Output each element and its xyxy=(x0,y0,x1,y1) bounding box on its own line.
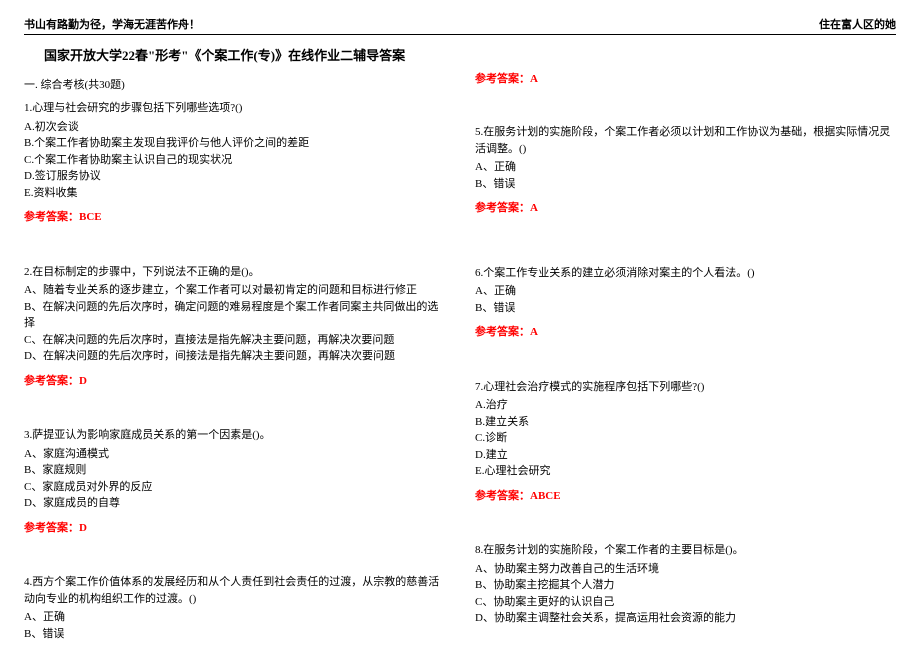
left-column: 一. 综合考核(共30题) 1.心理与社会研究的步骤包括下列哪些选项?() A.… xyxy=(24,70,445,642)
answer: 参考答案：BCE xyxy=(24,209,445,226)
section-heading: 一. 综合考核(共30题) xyxy=(24,76,445,92)
question-block: 4.西方个案工作价值体系的发展经历和从个人责任到社会责任的过渡，从宗教的慈善活动… xyxy=(24,574,445,642)
answer: 参考答案：D xyxy=(24,520,445,537)
right-column: 参考答案：A 5.在服务计划的实施阶段，个案工作者必须以计划和工作协议为基础，根… xyxy=(475,70,896,642)
page-title: 国家开放大学22春"形考"《个案工作(专)》在线作业二辅导答案 xyxy=(44,45,896,64)
option: B、家庭规则 xyxy=(24,462,445,479)
question-text: 1.心理与社会研究的步骤包括下列哪些选项?() xyxy=(24,100,445,117)
option: B、协助案主挖掘其个人潜力 xyxy=(475,577,896,594)
option: C、在解决问题的先后次序时，直接法是指先解决主要问题，再解决次要问题 xyxy=(24,332,445,349)
option: A、正确 xyxy=(475,283,896,300)
question-block: 1.心理与社会研究的步骤包括下列哪些选项?() A.初次会谈 B.个案工作者协助… xyxy=(24,100,445,226)
question-text: 5.在服务计划的实施阶段，个案工作者必须以计划和工作协议为基础，根据实际情况灵活… xyxy=(475,124,896,157)
answer: 参考答案：ABCE xyxy=(475,488,896,505)
header-right: 住在富人区的她 xyxy=(819,16,896,32)
option: C.个案工作者协助案主认识自己的现实状况 xyxy=(24,152,445,169)
question-block: 3.萨提亚认为影响家庭成员关系的第一个因素是()。 A、家庭沟通模式 B、家庭规… xyxy=(24,427,445,536)
option: A、正确 xyxy=(475,159,896,176)
option: E.心理社会研究 xyxy=(475,463,896,480)
question-block: 7.心理社会治疗模式的实施程序包括下列哪些?() A.治疗 B.建立关系 C.诊… xyxy=(475,379,896,505)
option: A、家庭沟通模式 xyxy=(24,446,445,463)
question-block: 2.在目标制定的步骤中，下列说法不正确的是()。 A、随着专业关系的逐步建立，个… xyxy=(24,264,445,390)
option: A、正确 xyxy=(24,609,445,626)
question-text: 4.西方个案工作价值体系的发展经历和从个人责任到社会责任的过渡，从宗教的慈善活动… xyxy=(24,574,445,607)
answer: 参考答案：D xyxy=(24,373,445,390)
option: D、家庭成员的自尊 xyxy=(24,495,445,512)
option: B、错误 xyxy=(24,626,445,643)
option: D.建立 xyxy=(475,447,896,464)
answer: 参考答案：A xyxy=(475,70,896,86)
option: C、协助案主更好的认识自己 xyxy=(475,594,896,611)
option: B.个案工作者协助案主发现自我评价与他人评价之间的差距 xyxy=(24,135,445,152)
answer: 参考答案：A xyxy=(475,324,896,341)
question-block: 6.个案工作专业关系的建立必须消除对案主的个人看法。() A、正确 B、错误 参… xyxy=(475,265,896,341)
option: D、在解决问题的先后次序时，间接法是指先解决主要问题，再解决次要问题 xyxy=(24,348,445,365)
option: A、随着专业关系的逐步建立，个案工作者可以对最初肯定的问题和目标进行修正 xyxy=(24,282,445,299)
option: A、协助案主努力改善自己的生活环境 xyxy=(475,561,896,578)
option: D.签订服务协议 xyxy=(24,168,445,185)
option: A.初次会谈 xyxy=(24,119,445,136)
option: A.治疗 xyxy=(475,397,896,414)
question-text: 8.在服务计划的实施阶段，个案工作者的主要目标是()。 xyxy=(475,542,896,559)
option: B、错误 xyxy=(475,300,896,317)
option: C.诊断 xyxy=(475,430,896,447)
question-text: 3.萨提亚认为影响家庭成员关系的第一个因素是()。 xyxy=(24,427,445,444)
option: B、在解决问题的先后次序时，确定问题的难易程度是个案工作者同案主共同做出的选择 xyxy=(24,299,445,332)
option: C、家庭成员对外界的反应 xyxy=(24,479,445,496)
option: B.建立关系 xyxy=(475,414,896,431)
option: B、错误 xyxy=(475,176,896,193)
header-left: 书山有路勤为径，学海无涯苦作舟！ xyxy=(24,16,200,32)
question-text: 7.心理社会治疗模式的实施程序包括下列哪些?() xyxy=(475,379,896,396)
option: E.资料收集 xyxy=(24,185,445,202)
question-text: 6.个案工作专业关系的建立必须消除对案主的个人看法。() xyxy=(475,265,896,282)
question-text: 2.在目标制定的步骤中，下列说法不正确的是()。 xyxy=(24,264,445,281)
option: D、协助案主调整社会关系，提高运用社会资源的能力 xyxy=(475,610,896,627)
question-block: 8.在服务计划的实施阶段，个案工作者的主要目标是()。 A、协助案主努力改善自己… xyxy=(475,542,896,627)
question-block: 5.在服务计划的实施阶段，个案工作者必须以计划和工作协议为基础，根据实际情况灵活… xyxy=(475,124,896,217)
answer: 参考答案：A xyxy=(475,200,896,217)
